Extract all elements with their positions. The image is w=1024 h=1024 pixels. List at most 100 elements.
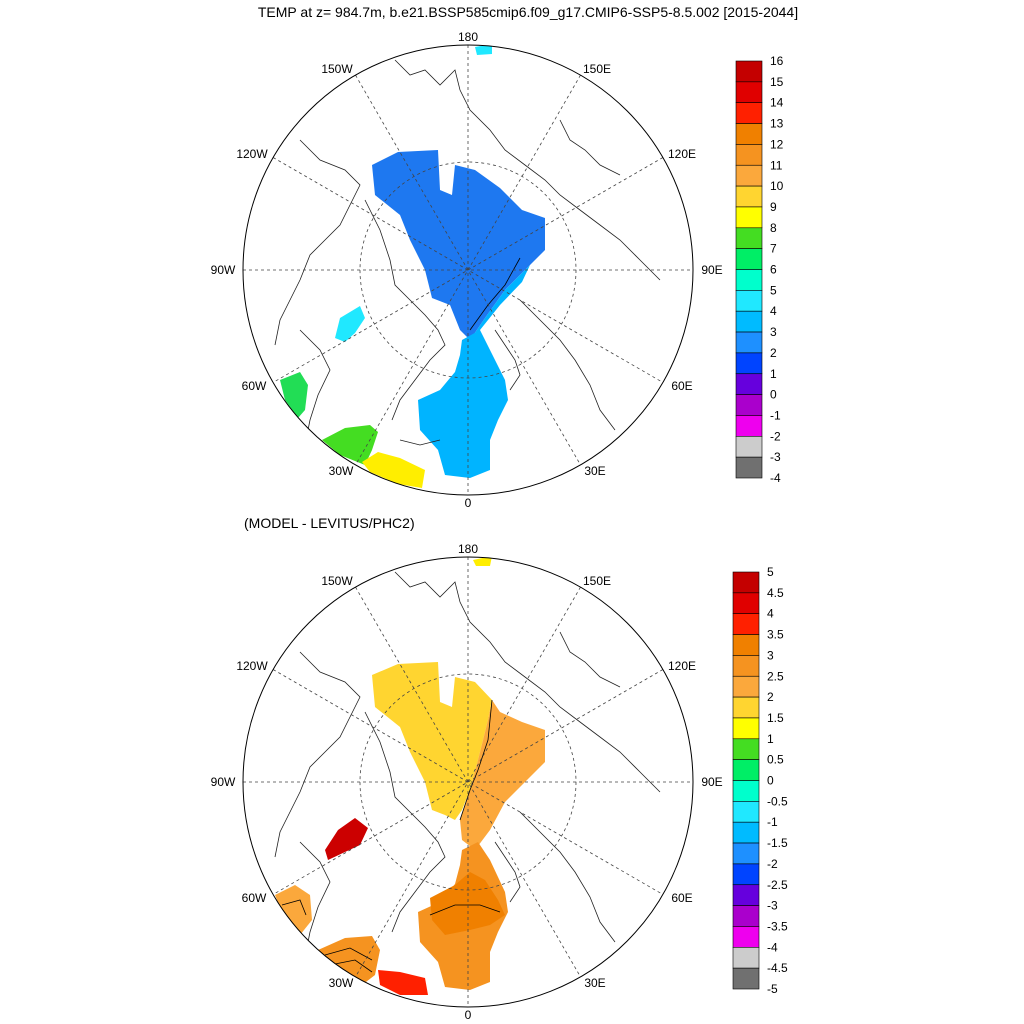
bottom-field-bering [473,557,492,566]
colorbar-swatch [735,144,763,166]
colorbar-label: 2.5 [767,669,784,683]
top-lon-150e: 150E [583,62,611,76]
colorbar-swatch [735,310,763,333]
colorbar-swatch [735,164,763,187]
colorbar-label: 3 [770,325,777,339]
colorbar-label: 2 [767,690,774,704]
colorbar-label: 0 [767,774,774,788]
top-field-bering [475,45,492,55]
colorbar-label: -2.5 [767,878,788,892]
colorbar-label: -3 [767,899,778,913]
bottom-field-eurasian-basin [460,700,545,850]
colorbar-label: 11 [770,158,783,172]
colorbar-swatch [735,185,763,208]
colorbar-label: 7 [770,242,777,256]
colorbar-swatch [732,780,760,802]
top-lon-150w: 150W [321,62,353,76]
colorbar-label: -4 [767,940,778,954]
colorbar-label: 10 [770,179,784,193]
colorbar-swatch [735,123,763,145]
top-field-atlantic-inflow [418,265,530,478]
bottom-coastlines [274,571,661,983]
figure-title: TEMP at z= 984.7m, b.e21.BSSP585cmip6.f0… [258,4,798,20]
colorbar-swatch [732,905,760,927]
colorbar-label: 0 [770,388,777,402]
colorbar-label: 5 [767,565,774,579]
top-lon-60w: 60W [242,379,267,393]
colorbar-swatch [732,613,760,635]
colorbar-swatch [732,967,760,990]
top-graticule [243,45,693,495]
bottom-lon-120w: 120W [236,659,268,673]
colorbar-label: -5 [767,982,778,996]
bottom-field-subpolar-red [378,970,428,995]
colorbar-swatch [735,373,763,395]
colorbar-swatch [735,269,763,291]
colorbar-label: 16 [770,54,784,68]
top-lon-60e: 60E [671,379,692,393]
colorbar-label: -1 [770,408,781,422]
colorbar-swatch [735,60,763,83]
top-contour [469,257,521,331]
top-field-arctic-basin [372,150,545,340]
top-field-subpolar-green [322,425,378,465]
colorbar-swatch [735,81,763,103]
colorbar-label: 1.5 [767,711,784,725]
colorbar-swatch [732,634,760,656]
colorbar-label: 4 [767,607,774,621]
colorbar-label: -0.5 [767,794,788,808]
bottom-lon-120e: 120E [668,659,696,673]
colorbar-label: 12 [770,137,784,151]
bottom-lon-90e: 90E [701,775,722,789]
colorbar-swatch [735,248,763,270]
top-lon-30w: 30W [329,464,354,478]
colorbar-swatch [732,592,760,614]
bottom-field-atlantic-core [430,872,505,935]
colorbar-label: 0.5 [767,753,784,767]
colorbar-swatch [735,290,763,312]
colorbar-swatch [735,206,763,229]
top-longitude-labels: 180 150W 150E 120W 120E 90W 90E 60W 60E … [211,30,723,510]
colorbar-swatch [735,415,763,437]
bottom-map-border [242,556,694,1008]
colorbar-label: -4 [770,471,781,485]
colorbar-label: -2 [770,429,781,443]
colorbar-label: 13 [770,117,784,131]
colorbar-swatch [735,394,763,416]
bottom-lon-180: 180 [458,542,478,556]
bottom-contours [281,699,501,973]
bottom-field-arctic-basin [372,662,492,820]
colorbar-swatch [735,331,763,354]
bottom-lon-90w: 90W [211,775,236,789]
colorbar-swatch [732,926,760,948]
top-map-border [242,44,694,496]
top-lon-90e: 90E [701,263,722,277]
colorbar-label: -3.5 [767,919,788,933]
colorbar-swatch [735,227,763,249]
bottom-longitude-labels: 180 150W 150E 120W 120E 90W 90E 60W 60E … [211,542,723,1022]
bottom-lon-30w: 30W [329,976,354,990]
colorbar-label: 3 [767,648,774,662]
top-map-panel: 180 150W 150E 120W 120E 90W 90E 60W 60E … [211,30,784,510]
bottom-field-baffin [325,818,368,860]
colorbar-label: 15 [770,75,784,89]
colorbar-swatch [735,102,763,124]
colorbar-swatch [732,842,760,865]
colorbar-label: 2 [770,346,777,360]
colorbar-swatch [735,435,763,458]
bottom-lon-60w: 60W [242,891,267,905]
bottom-lon-0: 0 [465,1008,472,1022]
top-field-baffin [335,306,365,342]
colorbar-label: -4.5 [767,961,788,975]
colorbar-swatch [735,456,763,479]
top-field-subpolar-yellow [362,452,425,488]
colorbar-label: 4.5 [767,586,784,600]
colorbar-swatch [732,884,760,906]
colorbar-label: -1 [767,815,778,829]
top-lon-90w: 90W [211,263,236,277]
colorbar-swatch [732,821,760,844]
top-field-labrador [280,372,308,418]
top-lon-0: 0 [465,496,472,510]
colorbar-label: 6 [770,263,777,277]
